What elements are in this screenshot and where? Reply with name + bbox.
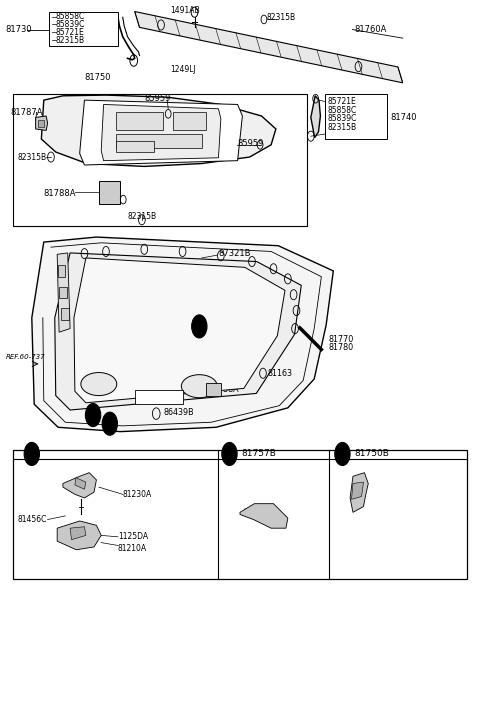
Text: 85839C: 85839C bbox=[327, 114, 357, 123]
Polygon shape bbox=[135, 12, 403, 83]
Bar bbox=[116, 142, 154, 152]
Polygon shape bbox=[351, 482, 363, 500]
Bar bbox=[48, 12, 118, 46]
Text: 81760A: 81760A bbox=[355, 25, 387, 34]
Text: c: c bbox=[197, 322, 202, 331]
Bar bbox=[135, 390, 182, 404]
Polygon shape bbox=[57, 253, 70, 332]
Text: 81740: 81740 bbox=[390, 113, 417, 122]
Text: 85959: 85959 bbox=[238, 139, 264, 148]
Text: 1249LJ: 1249LJ bbox=[170, 65, 196, 74]
Text: 85721E: 85721E bbox=[56, 28, 84, 37]
Circle shape bbox=[335, 443, 350, 466]
Text: 1125DA: 1125DA bbox=[118, 532, 148, 542]
Ellipse shape bbox=[181, 375, 217, 398]
Polygon shape bbox=[55, 253, 301, 410]
Text: 82315B: 82315B bbox=[266, 13, 296, 22]
Text: 81770: 81770 bbox=[328, 335, 354, 344]
Text: 81456C: 81456C bbox=[17, 515, 47, 524]
Text: 81787A: 81787A bbox=[10, 108, 43, 117]
Text: 81163: 81163 bbox=[268, 369, 293, 378]
Polygon shape bbox=[101, 105, 221, 161]
Text: 85959: 85959 bbox=[144, 94, 171, 103]
Text: 85839C: 85839C bbox=[56, 20, 85, 29]
Bar bbox=[61, 308, 69, 320]
Text: a: a bbox=[91, 411, 96, 419]
Text: c: c bbox=[340, 450, 345, 458]
Circle shape bbox=[24, 443, 39, 466]
Polygon shape bbox=[32, 237, 333, 432]
Polygon shape bbox=[57, 521, 101, 549]
Text: 81230A: 81230A bbox=[123, 490, 152, 499]
Circle shape bbox=[102, 412, 118, 435]
Text: 81750: 81750 bbox=[84, 74, 111, 82]
Text: b: b bbox=[107, 419, 112, 428]
Text: 85858C: 85858C bbox=[56, 12, 85, 21]
Bar bbox=[38, 120, 44, 127]
Bar bbox=[116, 113, 163, 131]
Text: 1491AB: 1491AB bbox=[170, 6, 200, 15]
Text: 81788A: 81788A bbox=[44, 188, 76, 198]
Bar bbox=[12, 451, 468, 578]
Text: 81210A: 81210A bbox=[118, 544, 147, 553]
Text: a: a bbox=[29, 450, 35, 458]
Bar bbox=[206, 383, 221, 396]
Polygon shape bbox=[41, 95, 276, 167]
Text: b: b bbox=[227, 450, 232, 458]
Polygon shape bbox=[36, 116, 48, 131]
Text: 87321B: 87321B bbox=[218, 249, 251, 258]
Bar bbox=[173, 113, 206, 131]
Bar bbox=[59, 287, 67, 298]
Text: 81750B: 81750B bbox=[354, 450, 389, 458]
Circle shape bbox=[192, 315, 207, 338]
Bar bbox=[58, 265, 65, 277]
Text: 85858C: 85858C bbox=[327, 105, 357, 115]
Bar bbox=[116, 134, 202, 149]
Polygon shape bbox=[70, 527, 86, 540]
Polygon shape bbox=[74, 258, 285, 403]
Polygon shape bbox=[311, 96, 321, 138]
Text: 82315B: 82315B bbox=[128, 212, 156, 222]
Polygon shape bbox=[80, 100, 242, 165]
Text: 82315B: 82315B bbox=[17, 152, 47, 162]
Bar bbox=[12, 95, 307, 225]
Text: 81738A: 81738A bbox=[209, 386, 240, 394]
Polygon shape bbox=[350, 473, 368, 513]
Polygon shape bbox=[75, 478, 86, 490]
Polygon shape bbox=[63, 473, 96, 498]
Circle shape bbox=[85, 404, 101, 427]
Text: 81757B: 81757B bbox=[241, 450, 276, 458]
Text: REF.60-737: REF.60-737 bbox=[5, 355, 45, 360]
Text: 82315B: 82315B bbox=[56, 36, 85, 45]
Polygon shape bbox=[240, 504, 288, 529]
Text: 86439B: 86439B bbox=[163, 409, 194, 417]
Text: 85721E: 85721E bbox=[327, 97, 356, 106]
Text: 81780: 81780 bbox=[328, 343, 354, 352]
Ellipse shape bbox=[81, 373, 117, 396]
Text: 82315B: 82315B bbox=[327, 123, 357, 132]
Bar bbox=[99, 180, 120, 204]
Bar bbox=[325, 95, 387, 139]
Circle shape bbox=[222, 443, 237, 466]
Text: 81730: 81730 bbox=[5, 25, 32, 34]
